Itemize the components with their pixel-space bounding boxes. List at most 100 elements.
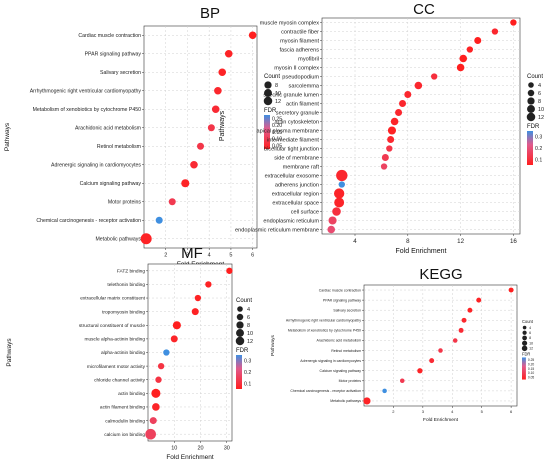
category-label: membrane raft: [283, 164, 320, 170]
legend-fdr-tick: 0.05: [272, 144, 282, 150]
data-point: [386, 145, 393, 152]
category-label: Motor proteins: [339, 379, 362, 383]
data-point: [248, 31, 257, 40]
category-label: structural constituent of muscle: [79, 323, 145, 329]
data-point: [145, 428, 156, 440]
data-point: [207, 124, 215, 132]
data-point: [218, 68, 227, 77]
legend-count-dot: [521, 345, 528, 352]
category-label: Arrhythmogenic right ventricular cardiom…: [286, 319, 361, 323]
legend-count-label: 10: [275, 91, 281, 97]
data-point: [149, 417, 157, 425]
chart-panel-cc: CC muscle myosin complex contractile fiber…: [219, 1, 544, 255]
category-label: Calcium signaling pathway: [80, 181, 142, 187]
legend-count-dot: [236, 329, 244, 337]
legend-count-dot: [526, 112, 536, 122]
x-tick-label: 5: [481, 409, 484, 414]
x-tick-label: 6: [251, 253, 254, 259]
data-point: [461, 317, 467, 323]
category-label: telethonin binding: [107, 282, 145, 288]
category-label: chloride channel activity: [94, 377, 146, 383]
y-axis-label: Pathways: [219, 110, 226, 141]
data-point: [211, 105, 220, 114]
category-label: bicellular tight junction: [264, 146, 319, 152]
data-point: [338, 181, 345, 188]
data-point: [508, 287, 514, 293]
data-point: [395, 109, 403, 116]
category-label: Calcium signaling pathway: [320, 369, 362, 373]
category-label: secretory granule: [276, 110, 319, 116]
data-point: [327, 225, 336, 234]
x-axis-label: Fold Enrichment: [423, 417, 459, 423]
data-point: [334, 197, 345, 208]
legend-count-dot: [263, 96, 273, 106]
x-tick-label: 20: [197, 446, 203, 452]
x-tick-label: 30: [224, 446, 230, 452]
category-label: Arrhythmogenic right ventricular cardiom…: [30, 89, 142, 95]
legend-count-label: 12: [529, 347, 533, 351]
y-axis-label: Pathways: [4, 122, 11, 151]
data-point: [390, 117, 399, 126]
category-label: extracellular space: [272, 200, 319, 206]
category-label: contractile fiber: [281, 29, 319, 35]
legend-count-dot: [264, 89, 272, 97]
x-axis-label: Fold Enrichment: [166, 454, 214, 461]
x-tick-label: 5: [229, 253, 232, 259]
category-label: Retinol metabolism: [331, 349, 361, 353]
category-label: Cardiac muscle contraction: [319, 288, 361, 292]
data-point: [155, 216, 163, 224]
category-label: myofibril: [298, 56, 319, 62]
data-point: [382, 388, 387, 394]
legend-count-title: Count: [527, 74, 543, 80]
legend: Count 4 6 8 10 12 FDR 0.3 0.2 0.1: [235, 298, 253, 389]
category-label: myosin filament: [280, 38, 319, 44]
category-label: actin binding: [118, 391, 145, 397]
legend-count-label: 8: [529, 336, 531, 340]
legend-fdr-colorbar: [522, 357, 526, 380]
data-point: [404, 91, 412, 98]
data-point: [476, 297, 482, 303]
data-point: [181, 179, 190, 188]
data-point: [510, 19, 517, 26]
x-tick-label: 2: [164, 253, 167, 259]
legend-count-title: Count: [236, 298, 252, 304]
category-label: muscle alpha-actinin binding: [84, 337, 145, 343]
category-label: Salivary secretion: [333, 308, 361, 312]
legend-fdr-tick: 0.2: [244, 370, 251, 376]
legend-fdr-title: FDR: [522, 352, 530, 357]
data-point: [163, 349, 170, 356]
legend-count-label: 8: [538, 99, 541, 105]
data-point: [226, 267, 233, 274]
legend: Count 8 10 12 FDR 0.250.200.150.100.05: [263, 74, 282, 150]
category-label: intermediate filament: [267, 137, 319, 143]
legend-count-label: 8: [247, 323, 250, 329]
chart-panel-bp: BP Cardiac muscle contraction PPAR signali…: [4, 5, 282, 268]
category-label: actin filament: [286, 101, 319, 107]
data-point: [387, 126, 397, 135]
legend-count-label: 6: [529, 331, 531, 335]
plot-area: [363, 284, 518, 407]
legend-count-dot: [237, 306, 243, 312]
category-label: extracellular matrix constituent: [80, 296, 145, 302]
category-label: actin filament binding: [100, 405, 145, 411]
category-label: Cardiac muscle contraction: [78, 33, 141, 39]
category-label: Arachidonic acid metabolism: [75, 126, 141, 132]
legend-fdr-tick: 0.10: [272, 137, 282, 143]
x-tick-label: 4: [451, 409, 454, 414]
y-axis-label: Pathways: [270, 335, 276, 356]
x-tick-label: 4: [208, 253, 211, 259]
legend-fdr-tick: 0.3: [535, 135, 542, 141]
category-label: FATZ binding: [117, 268, 146, 274]
legend-count-dot: [527, 97, 535, 105]
category-label: apical plasma membrane: [257, 128, 320, 134]
x-tick-label: 3: [186, 253, 189, 259]
data-point: [336, 169, 348, 182]
data-point: [190, 160, 198, 169]
legend-fdr-tick: 0.3: [244, 359, 251, 365]
legend-count-label: 4: [529, 326, 531, 330]
data-point: [197, 142, 204, 150]
category-label: Metabolic pathways: [330, 399, 361, 403]
x-tick-label: 12: [457, 238, 464, 245]
legend-count-dot: [236, 313, 244, 321]
category-label: sarcolemma: [289, 83, 320, 89]
